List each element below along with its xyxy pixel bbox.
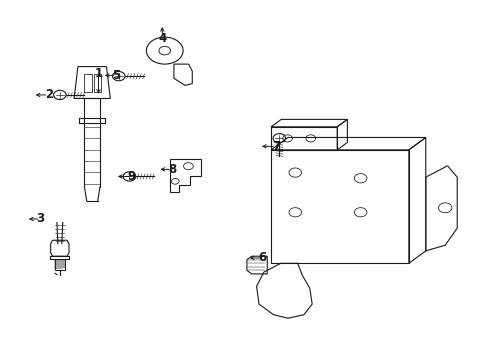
Text: 5: 5: [112, 69, 120, 82]
Text: 4: 4: [158, 32, 166, 45]
Text: 3: 3: [36, 212, 44, 225]
Text: 2: 2: [44, 89, 53, 102]
Text: 9: 9: [127, 170, 136, 183]
Bar: [94, 75, 101, 92]
Bar: [270, 127, 337, 150]
Bar: [84, 75, 92, 92]
Text: 6: 6: [258, 252, 266, 265]
Bar: [270, 150, 408, 263]
Text: 7: 7: [271, 140, 280, 153]
Text: 8: 8: [167, 163, 176, 176]
Text: 1: 1: [94, 67, 102, 80]
